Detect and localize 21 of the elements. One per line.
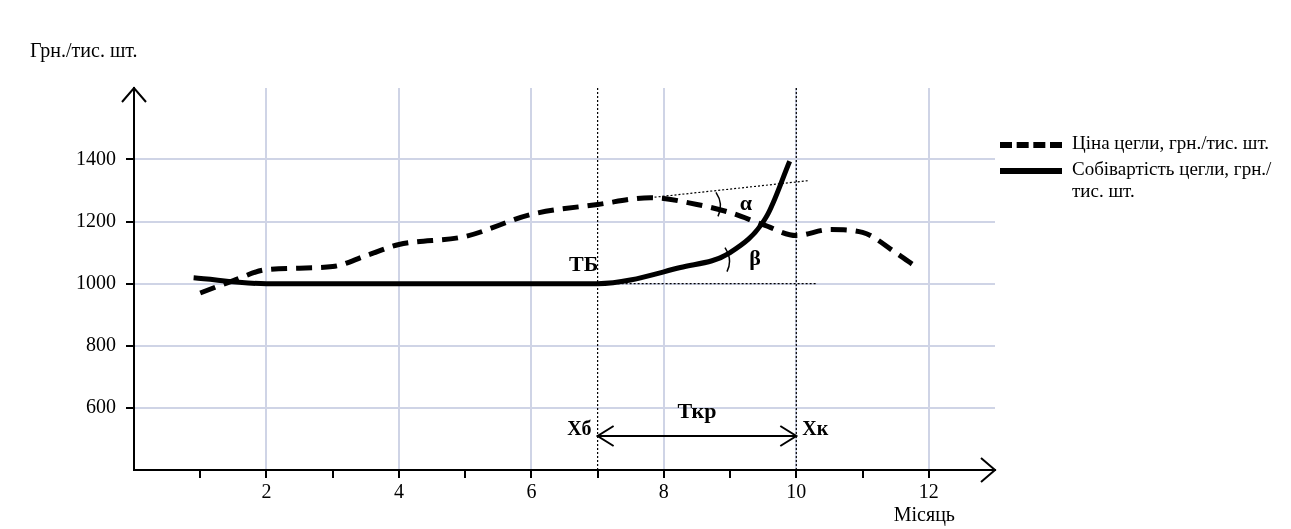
annotation: α	[739, 190, 753, 216]
x-tick-label: 2	[261, 480, 272, 503]
ref-line-label: Хб	[567, 417, 592, 440]
x-tick-label: 12	[918, 480, 939, 503]
annotation: Ткр	[677, 397, 717, 423]
legend-label: Ціна цегли, грн./тис. шт.	[1072, 132, 1271, 154]
annotation: ТБ	[569, 251, 599, 277]
x-tick-label: 6	[526, 480, 537, 503]
x-axis-title: Місяць	[893, 503, 955, 525]
x-tick-label: 4	[393, 480, 404, 503]
x-tick-label: 8	[658, 480, 669, 503]
x-tick-label: 10	[786, 480, 807, 503]
legend-label: Собівартість цегли, грн./тис. шт.	[1072, 158, 1272, 202]
annotation: β	[749, 245, 761, 271]
y-tick-label: 600	[86, 395, 116, 418]
y-tick-label: 1200	[76, 208, 116, 231]
y-axis-title: Грн./тис. шт.	[30, 38, 139, 64]
ref-line-label: Хк	[802, 417, 829, 440]
y-tick-label: 1000	[76, 270, 116, 293]
y-tick-label: 800	[86, 333, 116, 356]
y-tick-label: 1400	[76, 146, 116, 169]
